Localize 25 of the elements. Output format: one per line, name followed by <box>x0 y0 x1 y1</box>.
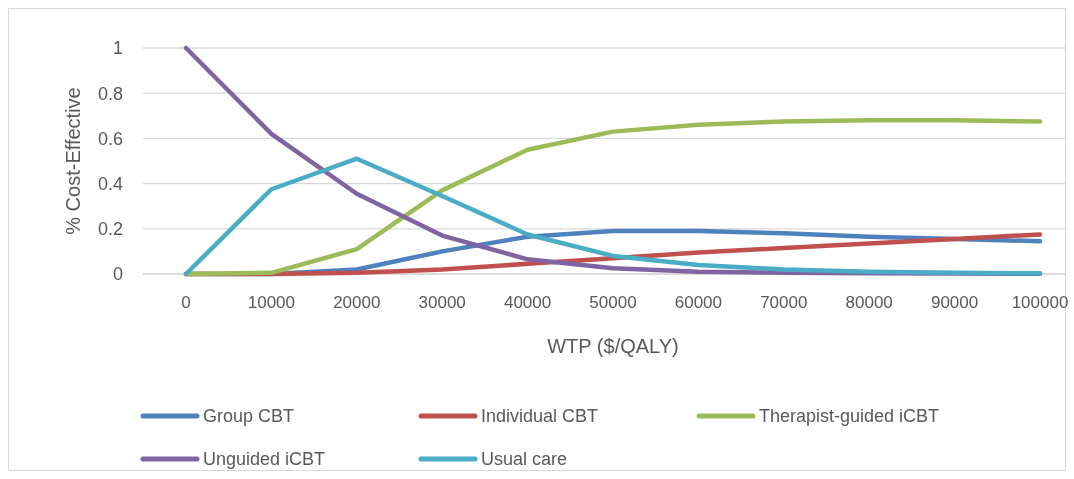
y-tick-label: 0.4 <box>97 173 123 194</box>
x-tick-label: 80000 <box>845 293 893 312</box>
legend-label: Individual CBT <box>481 406 599 427</box>
x-tick-label: 50000 <box>589 293 637 312</box>
y-tick-label: 1 <box>112 38 123 59</box>
legend-label: Therapist-guided iCBT <box>759 406 940 427</box>
x-tick-label: 30000 <box>418 293 466 312</box>
x-tick-label: 40000 <box>503 293 552 312</box>
y-axis-title: % Cost-Effective <box>62 87 84 235</box>
y-tick-label: 0 <box>112 264 123 285</box>
x-tick-label: 20000 <box>333 293 381 312</box>
line-series <box>183 156 1043 277</box>
x-tick-label: 70000 <box>760 293 808 312</box>
x-axis-title: WTP ($/QALY) <box>547 335 679 357</box>
legend-label: Group CBT <box>203 406 295 427</box>
legend-label: Usual care <box>481 449 568 470</box>
legend-label: Unguided iCBT <box>203 449 326 470</box>
x-tick-label: 90000 <box>930 293 979 312</box>
x-tick-label: 100000 <box>1011 293 1069 312</box>
x-tick-label: 0 <box>181 293 191 312</box>
x-tick-label: 60000 <box>674 293 723 312</box>
y-tick-label: 0.2 <box>97 219 123 240</box>
x-tick-label: 10000 <box>247 293 296 312</box>
y-tick-label: 0.8 <box>97 83 123 104</box>
y-tick-label: 0.6 <box>97 128 123 149</box>
